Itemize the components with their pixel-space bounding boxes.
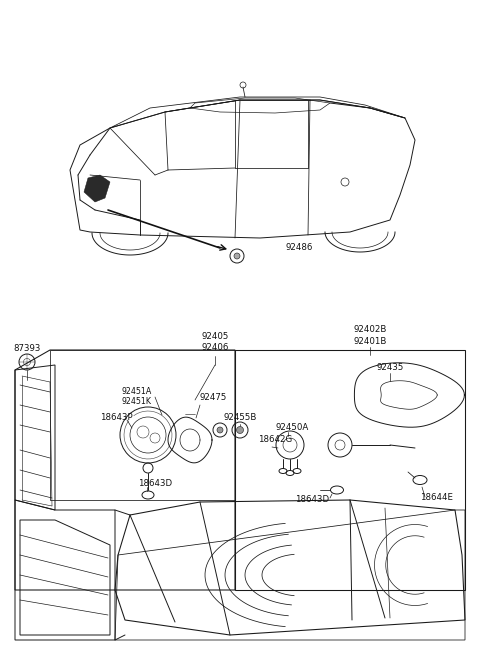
Circle shape xyxy=(217,427,223,433)
Text: 18643P: 18643P xyxy=(100,413,132,422)
Text: 92405
92406: 92405 92406 xyxy=(201,332,228,352)
Text: 18643D: 18643D xyxy=(138,479,172,487)
Text: 92486: 92486 xyxy=(285,244,312,252)
Text: 92475: 92475 xyxy=(200,392,228,402)
Text: 92435: 92435 xyxy=(376,364,404,373)
Circle shape xyxy=(234,253,240,259)
Text: 18642G: 18642G xyxy=(258,436,292,445)
Text: 87393: 87393 xyxy=(13,344,41,353)
Text: 18643D: 18643D xyxy=(295,495,329,504)
Text: 18644E: 18644E xyxy=(420,493,453,502)
Text: 92450A: 92450A xyxy=(275,422,308,432)
Polygon shape xyxy=(84,175,110,202)
Text: 92455B: 92455B xyxy=(223,413,257,422)
Text: 92401B: 92401B xyxy=(353,337,387,346)
Circle shape xyxy=(237,426,243,434)
Text: 92402B: 92402B xyxy=(353,326,387,335)
Text: 92451A: 92451A xyxy=(122,388,152,396)
Text: 92451K: 92451K xyxy=(122,398,152,407)
